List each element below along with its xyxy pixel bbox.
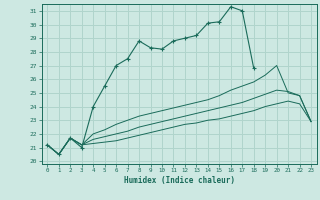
X-axis label: Humidex (Indice chaleur): Humidex (Indice chaleur) bbox=[124, 176, 235, 185]
